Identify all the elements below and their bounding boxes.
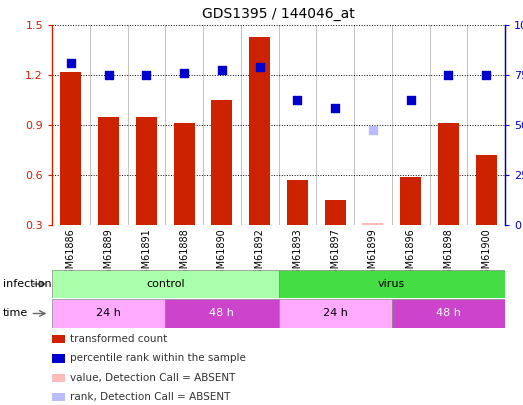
Bar xyxy=(174,124,195,225)
Text: rank, Detection Call = ABSENT: rank, Detection Call = ABSENT xyxy=(70,392,231,403)
Title: GDS1395 / 144046_at: GDS1395 / 144046_at xyxy=(202,7,355,21)
Bar xyxy=(52,299,165,328)
Point xyxy=(67,60,75,66)
Text: 48 h: 48 h xyxy=(209,309,234,318)
Text: percentile rank within the sample: percentile rank within the sample xyxy=(70,354,246,364)
Point xyxy=(218,67,226,73)
Bar xyxy=(165,299,279,328)
Text: time: time xyxy=(3,309,28,318)
Bar xyxy=(98,117,119,225)
Point xyxy=(369,127,377,133)
Bar xyxy=(325,200,346,225)
Text: value, Detection Call = ABSENT: value, Detection Call = ABSENT xyxy=(70,373,236,383)
Bar xyxy=(362,223,383,225)
Point xyxy=(105,72,113,78)
Text: 24 h: 24 h xyxy=(96,309,121,318)
Bar xyxy=(61,72,81,225)
Text: infection: infection xyxy=(3,279,51,289)
Point xyxy=(142,72,151,78)
Bar xyxy=(392,299,505,328)
Bar xyxy=(287,180,308,225)
Bar xyxy=(249,37,270,225)
Bar xyxy=(211,100,232,225)
Bar xyxy=(136,117,157,225)
Point xyxy=(444,72,452,78)
Bar xyxy=(476,155,496,225)
Text: transformed count: transformed count xyxy=(70,334,167,344)
Text: control: control xyxy=(146,279,185,289)
Bar xyxy=(438,124,459,225)
Point xyxy=(482,72,490,78)
Point xyxy=(293,97,302,103)
Bar xyxy=(279,270,505,298)
Bar xyxy=(400,177,421,225)
Point xyxy=(406,97,415,103)
Text: 24 h: 24 h xyxy=(323,309,348,318)
Text: 48 h: 48 h xyxy=(436,309,461,318)
Point xyxy=(331,105,339,111)
Bar xyxy=(52,270,279,298)
Text: virus: virus xyxy=(378,279,405,289)
Point xyxy=(180,70,188,77)
Bar xyxy=(279,299,392,328)
Point xyxy=(255,64,264,70)
